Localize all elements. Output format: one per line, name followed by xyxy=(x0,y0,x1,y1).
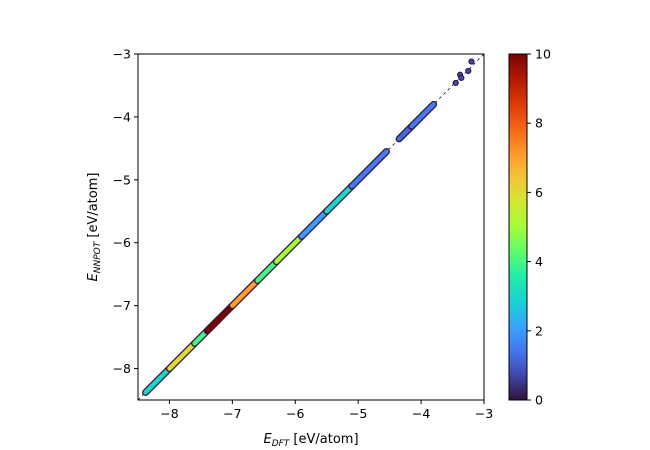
data-point xyxy=(458,74,465,82)
colorbar-tick-label: 10 xyxy=(535,47,551,62)
x-tick-label: −4 xyxy=(412,406,430,421)
x-tick-label: −7 xyxy=(223,406,241,421)
y-axis-label-unit: [eV/atom] xyxy=(86,173,101,242)
density-segment xyxy=(167,341,197,371)
y-tick-label: −6 xyxy=(113,235,131,250)
density-segment xyxy=(230,278,260,308)
y-axis-label-subscript: NNPOT xyxy=(93,240,103,273)
colorbar-tick-label: 0 xyxy=(535,393,543,408)
density-segment xyxy=(324,183,355,214)
density-segment xyxy=(143,366,172,395)
x-axis-label: EDFT [eV/atom] xyxy=(263,432,358,449)
x-tick-label: −3 xyxy=(475,406,493,421)
x-axis-label-unit: [eV/atom] xyxy=(289,432,358,447)
y-tick-label: −8 xyxy=(113,361,131,376)
colorbar-tick-label: 2 xyxy=(535,323,543,338)
x-tick-label: −6 xyxy=(286,406,304,421)
colorbar-tick-label: 8 xyxy=(535,116,543,131)
x-axis-label-subscript: DFT xyxy=(272,439,291,449)
y-tick-label: −3 xyxy=(113,47,131,62)
x-axis-label-symbol: E xyxy=(263,432,272,447)
data-points-layer xyxy=(138,54,484,400)
colorbar-gradient xyxy=(508,53,528,401)
data-point xyxy=(468,58,475,65)
y-tick-label: −4 xyxy=(113,109,131,124)
data-point xyxy=(452,79,459,87)
y-tick-label: −7 xyxy=(113,298,131,313)
x-tick-label: −5 xyxy=(349,406,367,421)
x-axis-ticks: −8 −7 −6 −5 −4 −3 xyxy=(160,400,493,421)
y-axis-ticks: −8 −7 −6 −5 −4 −3 xyxy=(113,47,138,376)
colorbar-ticks: 0 2 4 6 8 10 xyxy=(527,47,551,408)
density-segment xyxy=(204,303,235,334)
density-segment xyxy=(299,209,329,239)
colorbar-tick-label: 6 xyxy=(535,185,543,200)
x-tick-label: −8 xyxy=(160,406,178,421)
density-segment xyxy=(255,259,279,283)
y-axis-label-symbol: E xyxy=(86,272,101,281)
density-segment xyxy=(274,234,304,264)
y-axis-label: ENNPOT [eV/atom] xyxy=(86,173,103,282)
density-segment xyxy=(349,149,389,189)
y-tick-label: −5 xyxy=(113,172,131,187)
density-segment xyxy=(409,102,436,129)
colorbar-tick-label: 4 xyxy=(535,254,543,269)
data-point xyxy=(465,67,472,75)
plot-frame xyxy=(137,53,485,401)
